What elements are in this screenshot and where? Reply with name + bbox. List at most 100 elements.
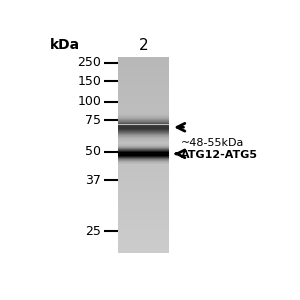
Bar	[118, 171, 169, 172]
Bar	[118, 134, 169, 135]
Bar	[118, 138, 169, 139]
Bar	[118, 84, 169, 86]
Bar	[118, 150, 169, 151]
Bar	[118, 204, 169, 205]
Bar	[118, 101, 169, 102]
Bar	[118, 103, 169, 104]
Bar	[118, 215, 169, 216]
Bar	[118, 99, 169, 100]
Bar	[118, 209, 169, 210]
Bar	[118, 140, 169, 142]
Bar	[118, 129, 169, 130]
Bar	[118, 236, 169, 237]
Bar	[118, 108, 169, 109]
Bar	[118, 122, 169, 123]
Bar	[118, 213, 169, 214]
Bar	[118, 233, 169, 235]
Bar	[118, 62, 169, 63]
Bar	[118, 61, 169, 62]
Bar	[118, 194, 169, 195]
Text: 25: 25	[85, 225, 101, 238]
Bar	[118, 124, 169, 125]
Bar	[118, 145, 169, 146]
Bar	[118, 114, 169, 115]
Bar	[118, 112, 169, 113]
Bar	[118, 245, 169, 247]
Bar	[118, 120, 169, 121]
Bar	[118, 240, 169, 242]
Bar	[118, 212, 169, 213]
Bar	[118, 125, 169, 127]
Bar	[118, 124, 169, 126]
Bar	[118, 226, 169, 228]
Bar	[118, 174, 169, 175]
Bar	[118, 122, 169, 123]
Bar	[118, 175, 169, 176]
Bar	[118, 87, 169, 88]
Bar	[118, 113, 169, 114]
Bar	[118, 135, 169, 136]
Bar	[118, 118, 169, 119]
Bar	[118, 70, 169, 72]
Bar	[118, 109, 169, 110]
Bar	[118, 239, 169, 241]
Bar	[118, 107, 169, 108]
Bar	[118, 116, 169, 117]
Bar	[118, 63, 169, 64]
Bar	[118, 58, 169, 59]
Bar	[118, 247, 169, 248]
Bar	[118, 73, 169, 74]
Text: kDa: kDa	[50, 38, 80, 52]
Bar	[118, 170, 169, 171]
Bar	[118, 167, 169, 168]
Bar	[118, 95, 169, 96]
Bar	[118, 210, 169, 211]
Bar	[118, 231, 169, 232]
Bar	[118, 144, 169, 145]
Bar	[118, 74, 169, 76]
Bar	[118, 189, 169, 190]
Text: 2: 2	[139, 38, 148, 53]
Bar	[118, 91, 169, 92]
Bar	[118, 88, 169, 89]
Bar	[118, 133, 169, 134]
Bar	[118, 242, 169, 243]
Bar	[118, 232, 169, 234]
Bar	[118, 203, 169, 204]
Bar	[118, 59, 169, 60]
Bar	[118, 160, 169, 161]
Bar	[118, 186, 169, 188]
Text: 50: 50	[85, 145, 101, 158]
Bar	[118, 193, 169, 194]
Bar	[118, 110, 169, 111]
Bar	[118, 128, 169, 129]
Bar	[118, 128, 169, 129]
Bar	[118, 98, 169, 99]
Bar	[118, 136, 169, 137]
Bar	[118, 75, 169, 77]
Text: 250: 250	[78, 56, 101, 69]
Bar	[118, 134, 169, 136]
Bar	[118, 148, 169, 149]
Bar	[118, 104, 169, 105]
Bar	[118, 192, 169, 194]
Bar	[118, 130, 169, 131]
Bar	[118, 105, 169, 106]
Bar	[118, 115, 169, 116]
Bar	[118, 156, 169, 157]
Bar	[118, 155, 169, 156]
Bar	[118, 121, 169, 122]
Bar	[118, 154, 169, 155]
Bar	[118, 202, 169, 203]
Bar	[118, 238, 169, 240]
Bar	[118, 118, 169, 119]
Bar	[118, 129, 169, 131]
Bar	[118, 71, 169, 73]
Bar	[118, 235, 169, 236]
Bar	[118, 115, 169, 116]
Bar	[118, 220, 169, 221]
Bar	[118, 177, 169, 178]
Bar	[118, 162, 169, 163]
Bar	[118, 139, 169, 140]
Bar	[118, 83, 169, 85]
